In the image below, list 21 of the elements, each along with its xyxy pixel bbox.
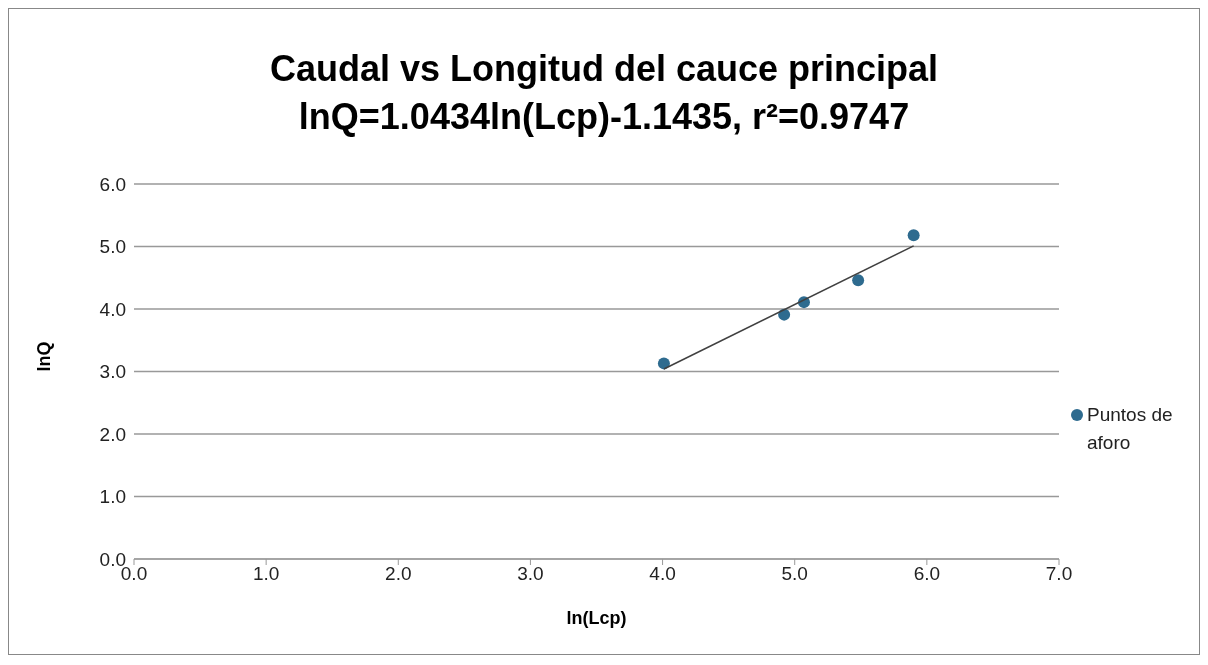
x-tick-label: 3.0 <box>517 563 544 585</box>
chart-subtitle: lnQ=1.0434ln(Lcp)-1.1435, r²=0.9747 <box>297 95 911 139</box>
x-tick-label: 2.0 <box>385 563 412 585</box>
x-tick-label: 6.0 <box>913 563 941 585</box>
chart-title: Caudal vs Longitud del cauce principal <box>268 47 940 91</box>
x-tick-label: 1.0 <box>252 563 280 585</box>
y-tick-label: 6.0 <box>99 173 126 195</box>
y-tick-label: 4.0 <box>99 298 126 320</box>
x-tick-label: 5.0 <box>781 563 808 585</box>
point <box>907 229 920 242</box>
legend-label: Puntos de aforo <box>1087 403 1174 455</box>
point <box>657 357 670 370</box>
x-tick-label: 4.0 <box>649 563 676 585</box>
y-tick-label: 5.0 <box>99 236 126 258</box>
y-tick-label: 1.0 <box>99 486 126 508</box>
y-tick-label: 3.0 <box>99 361 126 383</box>
y-tick-label: 2.0 <box>99 423 126 445</box>
x-axis-title: ln(Lcp) <box>566 608 627 628</box>
x-tick-label: 7.0 <box>1045 563 1073 585</box>
point <box>852 274 865 287</box>
y-axis-title: lnQ <box>34 341 55 372</box>
